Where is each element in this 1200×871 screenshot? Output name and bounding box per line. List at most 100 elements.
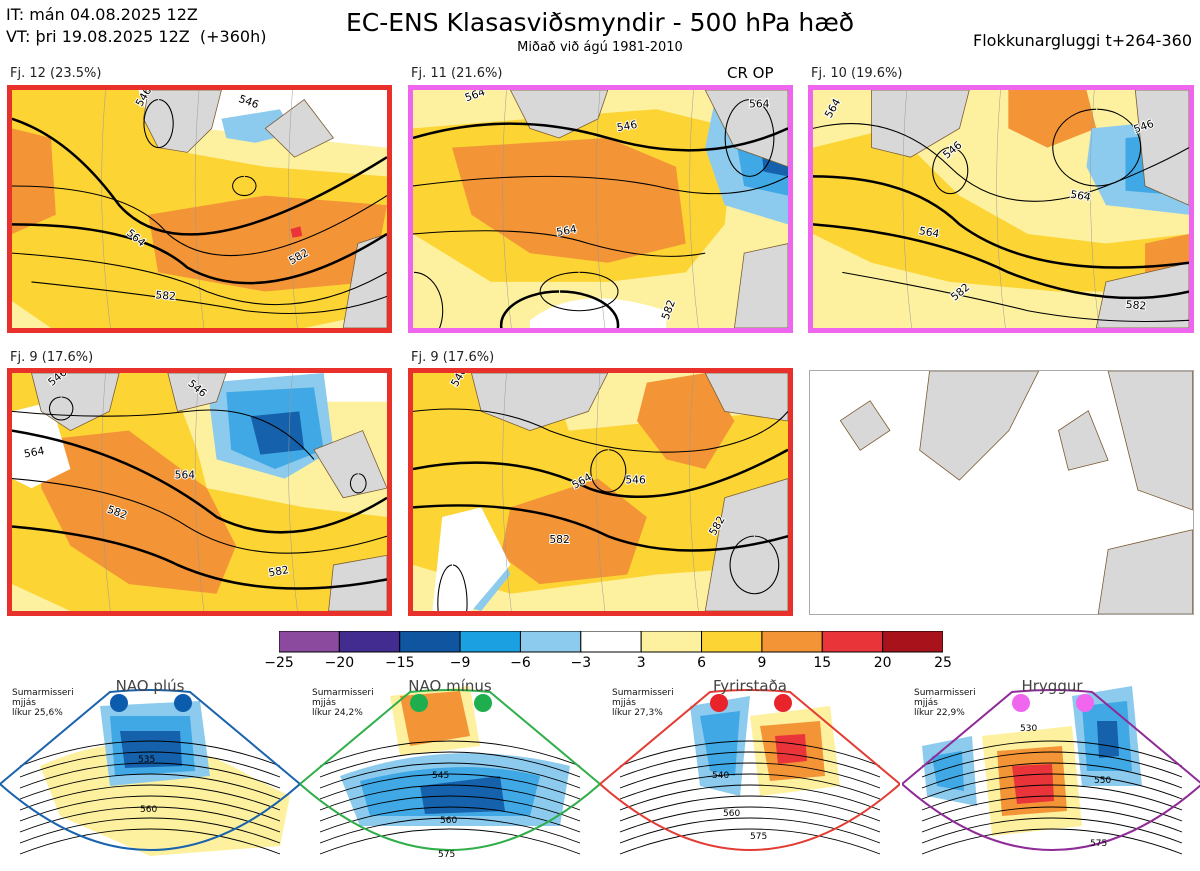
anomaly-fill [250,411,305,455]
regime-contour [921,751,1183,778]
regime-contour [319,806,581,833]
colorbar-tick-label: −20 [324,655,355,671]
cluster-map-2: 564 546 564 564 582 [408,85,793,333]
regime-marker-dot [110,694,128,712]
land-area [509,90,609,139]
colorbar-tick-label: 15 [813,655,832,671]
regime-contour [921,762,1183,789]
land-area [1095,262,1189,328]
colorbar-segment [279,631,340,653]
height-contour [413,230,706,257]
height-contour [232,175,257,197]
regime-contour-label: 535 [138,755,156,765]
regime-contour [921,828,1183,855]
regime-map-nao-minus [300,686,600,855]
meridian-line [902,90,912,328]
empty-map-svg [839,371,1193,614]
regime-note-nao-plus: Sumarmisseri mjjás líkur 25,6% [12,688,74,718]
contour-label: 546 [625,473,646,486]
colorbar [279,631,943,653]
cluster-map-3: 564 546 546 564 564 582 582 [808,85,1194,333]
regime-contour [319,817,581,844]
land-area [919,371,1040,481]
contour-label: 582 [549,533,569,546]
page-subtitle: Miðað við ágú 1981-2010 [517,40,683,55]
height-contour [12,429,387,534]
regime-marker-dot [474,694,492,712]
colorbar-tick-label: 9 [757,655,767,671]
regime-contour [19,817,281,844]
height-contour [590,449,627,493]
regime-note-nao-minus: Sumarmisseri mjjás líkur 24,2% [312,688,374,718]
regime-anomaly-fill [775,734,807,764]
colorbar-tick-label: −25 [264,655,294,671]
height-contour [842,271,1189,323]
height-contour [12,409,315,460]
meridian-line [502,373,512,611]
anomaly-fill [12,128,56,234]
regime-contour [921,806,1183,833]
regime-contour [19,795,281,822]
height-contour [12,223,387,285]
regime-marker-dot [774,694,792,712]
regime-marker-dot [710,694,728,712]
anomaly-fill [637,373,735,469]
height-contour [413,175,788,195]
regime-contour-label: 575 [750,832,768,842]
height-contour [413,271,444,328]
regime-title-nao-plus: NAO plús [115,677,185,695]
land-area [167,373,227,412]
anomaly-fill [1145,233,1189,273]
regime-map-ridge [902,686,1200,855]
regime-contour-label: 575 [1090,839,1108,849]
anomaly-fill [148,195,387,292]
regime-note-blocking: Sumarmisseri mjjás líkur 27,3% [612,688,674,718]
meridian-line [996,90,1006,328]
land-area [871,90,970,158]
height-contour [813,175,1189,269]
regime-contour [921,773,1183,800]
contour-label: 582 [267,563,289,579]
cluster-map-1: 546 546 564 582 582 [7,85,392,333]
land-area [1097,529,1193,614]
meridian-line [595,90,606,328]
page-title: EC-ENS Klasasviðsmyndir - 500 hPa hæð [345,8,855,37]
panel-label-4: Fj. 9 (17.6%) [10,350,94,365]
height-contour [724,99,775,177]
regime-anomaly-fill [120,731,182,768]
land-area [704,373,788,422]
colorbar-segment [761,631,823,653]
colorbar-segment [580,631,642,653]
meridian-line [1090,90,1100,328]
colorbar-segment [640,631,703,653]
regime-marker-dot [1076,694,1094,712]
height-contour [499,290,620,328]
cluster-map-5: 546 564 546 582 582 [408,368,793,616]
panel-label-2: Fj. 11 (21.6%) [411,66,503,81]
regime-frame [600,689,900,851]
contour-label: 564 [749,97,770,110]
classification-window: Flokkunargluggi t+264-360 [973,31,1192,50]
colorbar-tick-label: 25 [934,655,952,671]
height-contour [1052,108,1142,187]
regime-frame [0,689,300,851]
colorbar-tick-label: 20 [873,655,892,671]
colorbar-segment [399,631,461,653]
contour-label: 582 [155,288,176,303]
regime-contour [619,740,881,767]
panel-label-5: Fj. 9 (17.6%) [411,350,495,365]
regime-contour [19,784,281,811]
land-area [1134,90,1189,206]
regime-anomaly-fill [932,751,964,791]
regime-contour [319,784,581,811]
meridian-line [288,373,298,611]
meridian-line [502,90,512,328]
regime-contour [319,773,581,800]
meridian-line [689,373,699,611]
regime-contour-label: 550 [1094,776,1112,786]
regime-contour [619,795,881,822]
cr-op-label: CR OP [727,64,774,82]
